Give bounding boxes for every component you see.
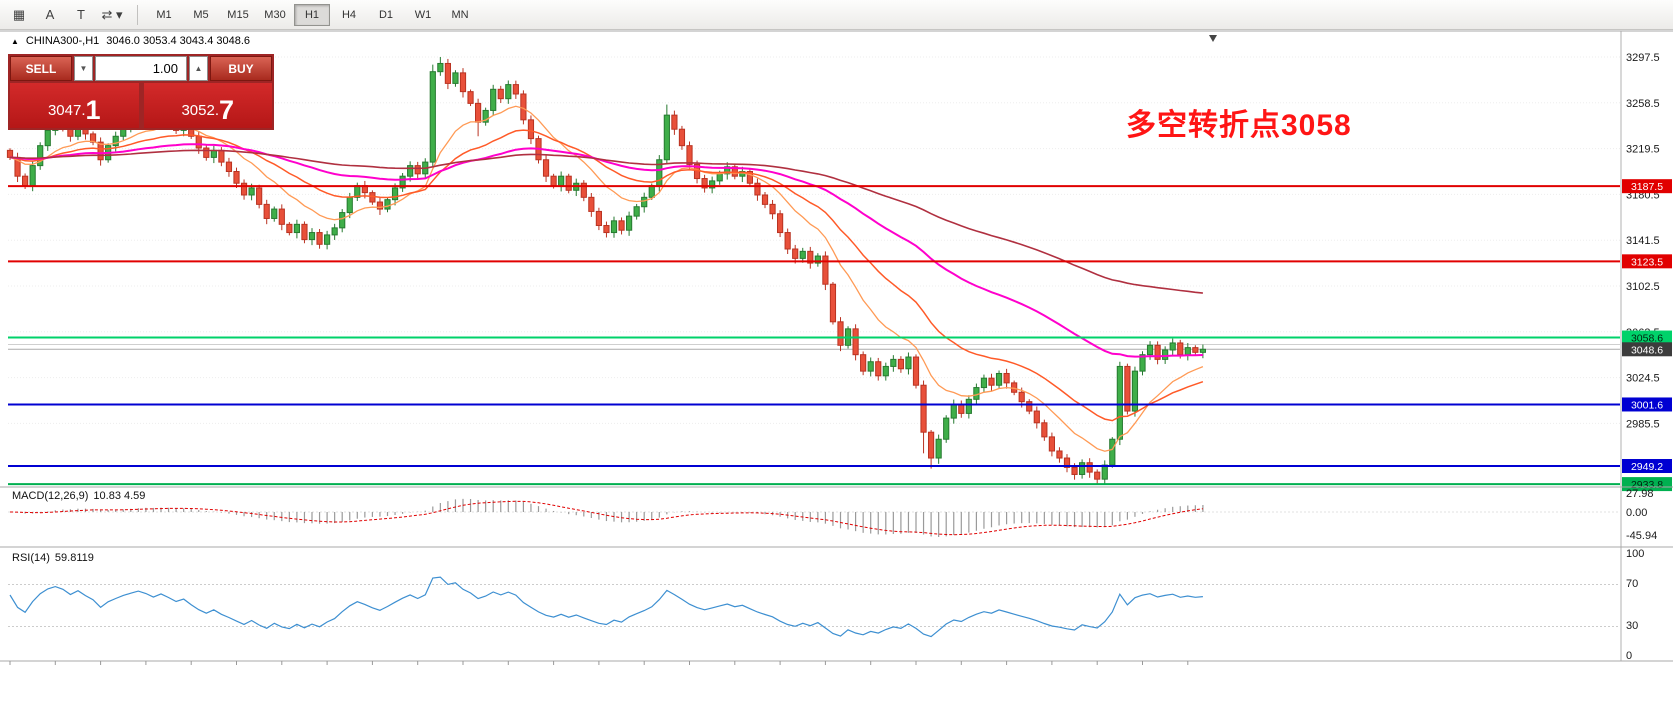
text-tool-icon[interactable]: T <box>77 7 85 22</box>
price-tag-label: 3001.6 <box>1631 399 1663 411</box>
rsi-label[interactable]: RSI(14) 59.8119 <box>12 552 94 564</box>
candlestick-series <box>6 57 1207 486</box>
price-axis-label: 2985.5 <box>1626 418 1660 430</box>
chart-shift-marker-icon[interactable] <box>1209 35 1217 42</box>
volume-increase-button[interactable]: ▲ <box>189 56 208 81</box>
arrow-tool-icon[interactable]: A <box>45 7 55 22</box>
timeframe-W1[interactable]: W1 <box>414 8 432 21</box>
timeframe-buttons: M1 M5 M15 M30 H1 H4 D1 W1 MN <box>146 3 479 26</box>
timeframe-D1[interactable]: D1 <box>378 8 394 21</box>
price-axis-label: 3297.5 <box>1626 52 1660 64</box>
price-axis-label: 3141.5 <box>1626 235 1660 247</box>
price-axis-label: 3102.5 <box>1626 281 1660 293</box>
ma-slow-magenta-line <box>9 143 1203 358</box>
rsi-axis-label: 70 <box>1626 578 1638 590</box>
price-tag-label: 2933.8 <box>1631 479 1663 491</box>
rsi-axis-label: 0 <box>1626 650 1632 662</box>
rsi-line <box>9 576 1203 638</box>
rsi-title: RSI(14) <box>12 552 50 564</box>
price-tag <box>1622 477 1672 492</box>
volume-decrease-button[interactable]: ▼ <box>74 56 93 81</box>
buy-button[interactable]: BUY <box>210 56 272 81</box>
rsi-values: 59.8119 <box>54 552 94 564</box>
price-axis-label: 3024.5 <box>1626 373 1660 385</box>
rsi-axis-label: 30 <box>1626 620 1638 632</box>
one-click-trading-widget: SELL ▼ ▲ BUY 3047.1 3052.7 <box>8 54 274 130</box>
price-axis-label: 3219.5 <box>1626 144 1660 156</box>
rsi-axis-label: 100 <box>1626 548 1644 560</box>
volume-input[interactable] <box>95 56 187 81</box>
price-tag-label: 3048.6 <box>1631 344 1663 356</box>
toolbar-separator <box>137 4 138 25</box>
macd-title: MACD(12,26,9) <box>12 490 89 502</box>
buy-price-main: 3052 <box>181 102 215 119</box>
sell-price-box[interactable]: 3047. 1 <box>10 83 139 128</box>
price-tag-label: 2949.2 <box>1631 461 1663 473</box>
price-tag <box>1622 342 1672 357</box>
ma-trend-darkred-line <box>9 149 1203 294</box>
buy-price-frac: 7 <box>219 95 235 125</box>
sell-price-dot: . <box>81 102 86 119</box>
macd-axis-label: 27.98 <box>1626 488 1654 500</box>
macd-axis-label: -45.94 <box>1626 530 1657 542</box>
ma-mid-orange-line <box>9 129 1204 422</box>
price-tag <box>1622 254 1672 269</box>
price-tag <box>1622 330 1672 345</box>
sell-price-frac: 1 <box>85 95 101 125</box>
timeframe-M5[interactable]: M5 <box>193 8 209 21</box>
toolbar: ▦ A T ⇄ ▾ M1 M5 M15 M30 H1 H4 D1 W1 MN <box>0 0 1673 30</box>
price-tag <box>1622 459 1672 474</box>
timeframe-M15[interactable]: M15 <box>227 8 249 21</box>
sell-price-main: 3047 <box>47 102 82 119</box>
symbol-title: CHINA300-,H1 <box>25 35 100 47</box>
buy-price-box[interactable]: 3052. 7 <box>143 83 272 128</box>
macd-histogram <box>16 498 1204 537</box>
timeframe-H4[interactable]: H4 <box>341 8 357 21</box>
objects-dropdown-icon[interactable]: ⇄ ▾ <box>101 6 123 22</box>
price-tag <box>1622 179 1672 194</box>
price-axis-label: 3258.5 <box>1626 98 1660 110</box>
grid-tool-icon[interactable]: ▦ <box>12 6 26 22</box>
timeframe-M1[interactable]: M1 <box>156 8 172 21</box>
macd-axis-label: 0.00 <box>1626 507 1647 519</box>
symbol-header: ▲ CHINA300-,H1 3046.0 3053.4 3043.4 3048… <box>11 35 250 47</box>
buy-price-dot: . <box>214 102 219 119</box>
price-tag-label: 3123.5 <box>1631 256 1663 268</box>
price-tag <box>1622 397 1672 412</box>
timeframe-MN[interactable]: MN <box>451 8 469 21</box>
timeframe-H1[interactable]: H1 <box>294 3 330 26</box>
sell-button[interactable]: SELL <box>10 56 72 81</box>
price-tag-label: 3058.6 <box>1631 333 1663 345</box>
price-tag-label: 3187.5 <box>1631 181 1663 193</box>
ohlc-values: 3046.0 3053.4 3043.4 3048.6 <box>106 35 251 47</box>
chart-annotation-text: 多空转折点3058 <box>1126 109 1352 142</box>
macd-values: 10.83 4.59 <box>93 490 146 502</box>
chart-expander-icon[interactable]: ▲ <box>11 36 19 46</box>
macd-label[interactable]: MACD(12,26,9) 10.83 4.59 <box>12 490 145 502</box>
macd-signal-line <box>9 500 1203 536</box>
chart-background[interactable] <box>0 31 1673 710</box>
timeframe-M30[interactable]: M30 <box>264 8 286 21</box>
